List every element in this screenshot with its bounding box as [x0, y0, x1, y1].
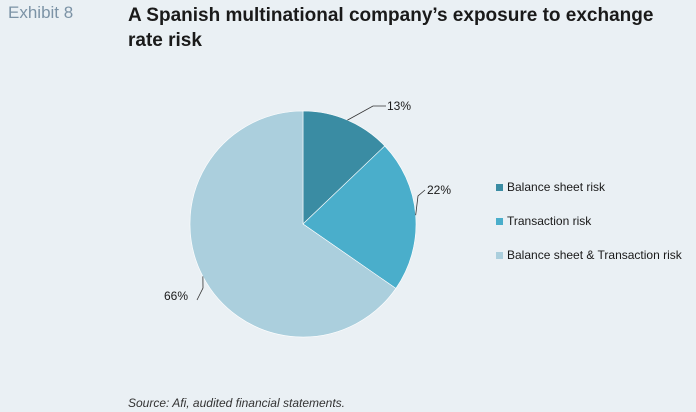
chart-title: A Spanish multinational company’s exposu…	[128, 5, 654, 51]
source-note: Source: Afi, audited financial statement…	[128, 396, 346, 410]
legend-label: Balance sheet risk	[507, 180, 606, 194]
data-label: 22%	[427, 183, 451, 197]
data-label: 66%	[164, 289, 188, 303]
leader-line	[347, 105, 386, 121]
legend-label: Transaction risk	[507, 214, 592, 228]
pie-slice	[189, 110, 397, 338]
legend-swatch	[496, 217, 503, 225]
legend-swatch	[496, 183, 503, 191]
legend-item: Balance sheet & Transaction risk	[496, 248, 682, 262]
leader-line	[415, 189, 426, 216]
chart-legend: Balance sheet risk Transaction risk Bala…	[496, 180, 682, 282]
legend-item: Balance sheet risk	[496, 180, 682, 194]
exhibit-label: Exhibit 8	[8, 3, 74, 22]
legend-label: Balance sheet & Transaction risk	[507, 248, 682, 262]
data-label: 13%	[387, 99, 411, 113]
pie-slice	[302, 145, 417, 289]
legend-swatch	[496, 251, 503, 259]
legend-item: Transaction risk	[496, 214, 682, 228]
leader-line	[196, 276, 204, 301]
pie-slice	[302, 110, 386, 225]
